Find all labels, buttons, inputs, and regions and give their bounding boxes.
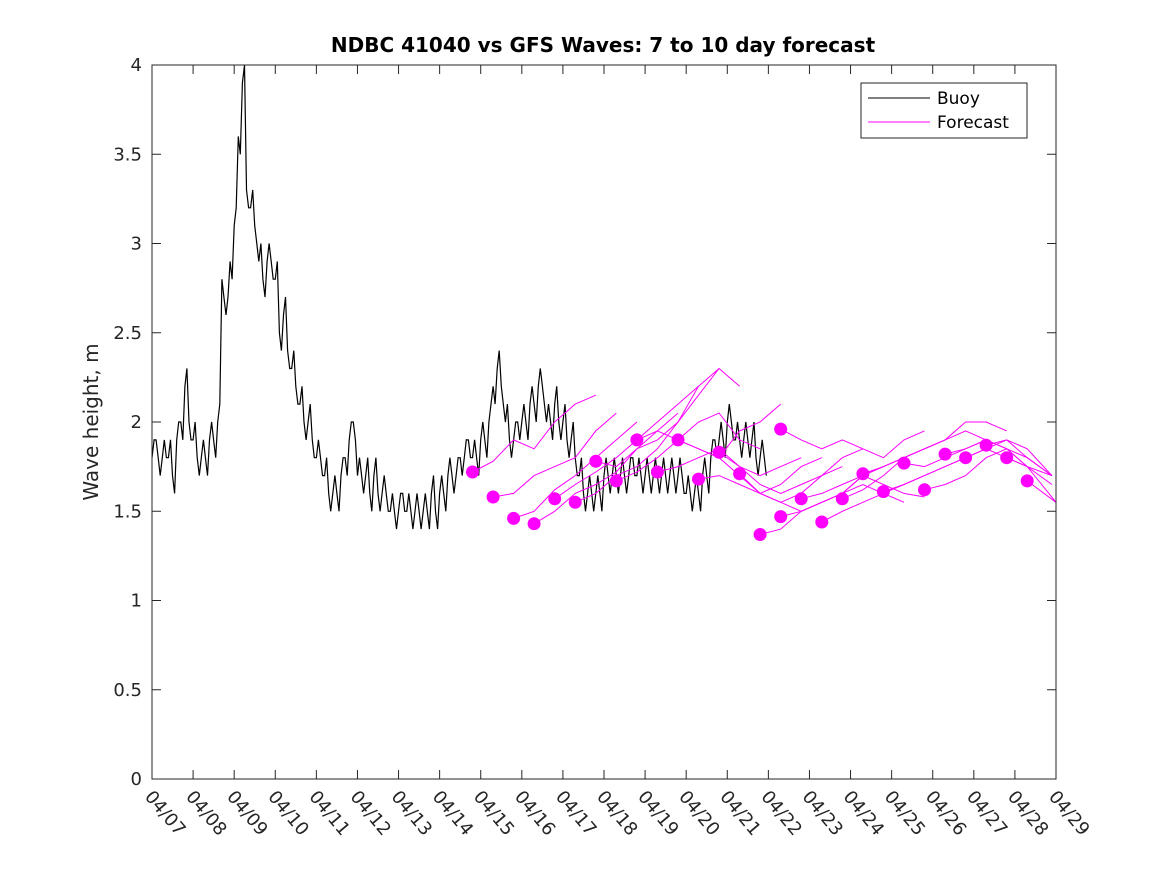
forecast-run-16: [780, 475, 925, 518]
forecast-point-16: [774, 510, 788, 524]
forecast-run-1: [493, 412, 617, 498]
y-tick-label: 2: [131, 412, 142, 433]
y-tick-label: 0.5: [113, 680, 142, 701]
y-axis-label: Wave height, m: [79, 343, 103, 500]
forecast-point-22: [897, 456, 911, 470]
forecast-point-13: [733, 467, 747, 481]
forecast-run-3: [533, 412, 679, 525]
forecast-point-18: [815, 515, 829, 529]
forecast-run-5: [575, 368, 720, 503]
forecast-run-10: [677, 439, 822, 494]
forecast-run-0: [472, 394, 596, 473]
y-tick-label: 2.5: [113, 323, 142, 344]
forecast-point-3: [527, 517, 541, 531]
chart-title: NDBC 41040 vs GFS Waves: 7 to 10 day for…: [331, 33, 876, 57]
forecast-point-1: [486, 490, 500, 504]
forecast-point-0: [466, 465, 479, 479]
forecast-point-2: [507, 511, 521, 525]
forecast-point-24: [938, 447, 952, 461]
forecast-point-8: [630, 433, 644, 447]
buoy-line: [151, 64, 767, 530]
legend-box: [860, 82, 1028, 139]
legend: Buoy Forecast: [860, 82, 1028, 139]
forecast-series: [466, 367, 1057, 541]
forecast-point-4: [548, 492, 562, 506]
legend-forecast-label: Forecast: [937, 113, 1009, 133]
forecast-run-26: [985, 439, 1053, 476]
forecast-run-4: [554, 385, 699, 500]
forecast-point-10: [671, 433, 685, 447]
buoy-series: [151, 64, 767, 530]
forecast-point-21: [876, 485, 890, 499]
forecast-point-19: [835, 492, 849, 506]
forecast-point-11: [692, 472, 705, 486]
forecast-point-17: [794, 492, 808, 506]
legend-buoy-label: Buoy: [937, 89, 980, 109]
forecast-point-23: [918, 483, 931, 497]
forecast-point-25: [959, 451, 973, 465]
forecast-run-27: [1006, 457, 1057, 503]
forecast-run-9: [657, 448, 802, 477]
y-tick-label: 1.5: [113, 501, 142, 522]
forecast-run-6: [595, 367, 740, 468]
forecast-point-28: [1020, 474, 1034, 488]
y-tick-label: 1: [131, 591, 142, 612]
forecast-run-20: [862, 421, 1007, 475]
forecast-point-12: [712, 445, 726, 459]
y-tick-label: 3: [131, 234, 142, 255]
forecast-point-15: [774, 422, 788, 436]
forecast-run-15: [780, 428, 925, 459]
forecast-point-5: [568, 495, 582, 509]
forecast-point-20: [856, 467, 870, 481]
forecast-point-26: [979, 438, 993, 452]
y-tick-label: 4: [131, 55, 142, 76]
y-tick-label: 3.5: [113, 144, 142, 165]
forecast-run-2: [513, 421, 638, 519]
forecast-point-9: [650, 465, 664, 479]
forecast-point-14: [753, 528, 767, 541]
forecast-point-27: [1000, 451, 1014, 465]
forecast-point-6: [589, 454, 603, 468]
forecast-point-7: [609, 474, 623, 488]
y-tick-label: 0: [131, 769, 142, 790]
plot-area: [152, 65, 1056, 779]
